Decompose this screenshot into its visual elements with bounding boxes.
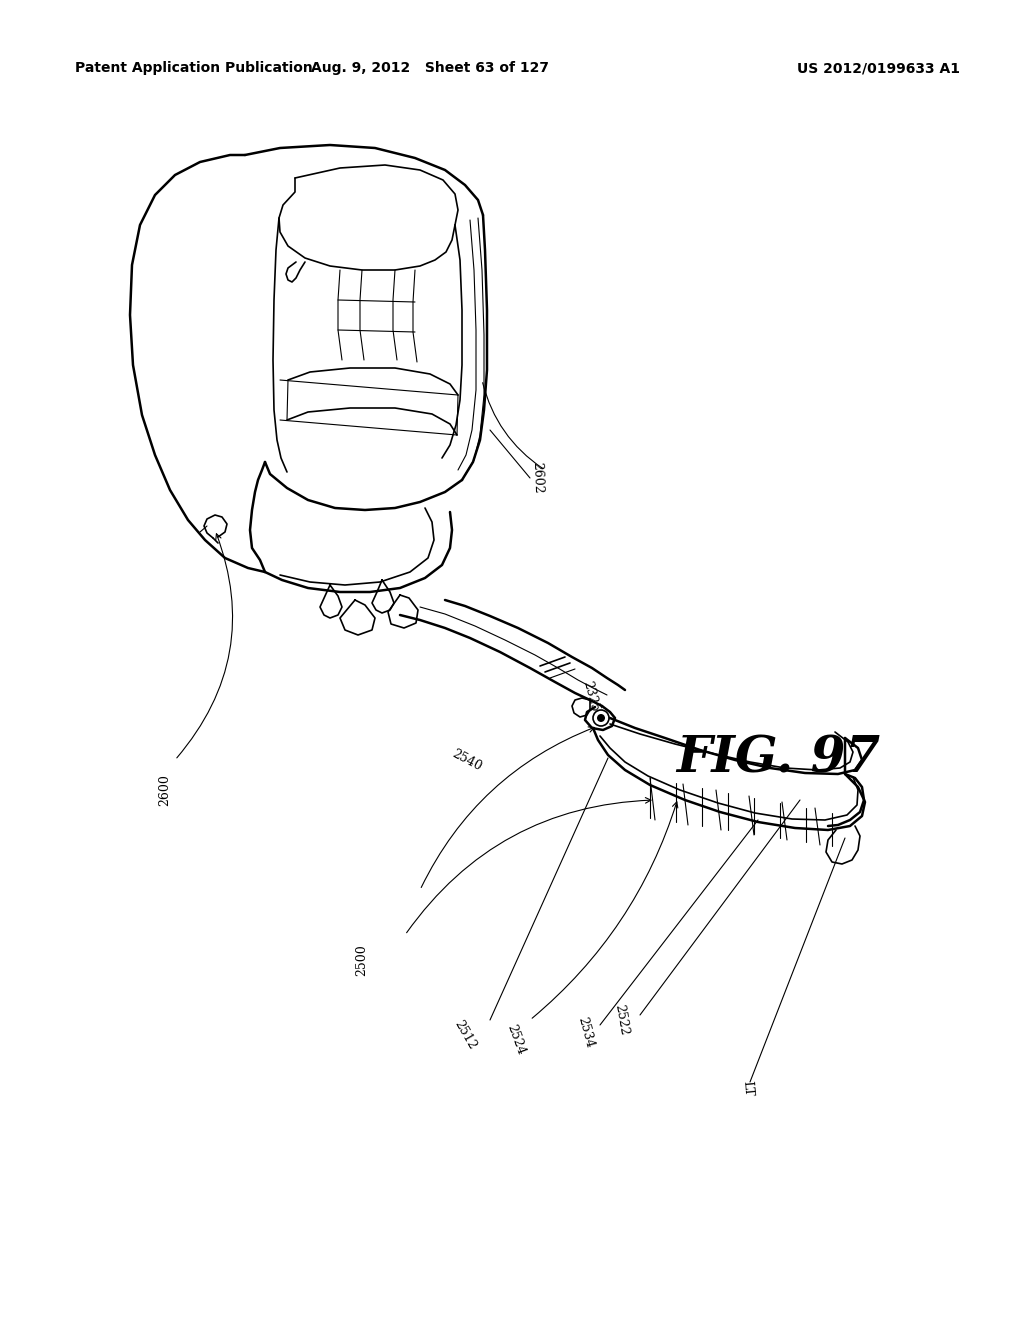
- Text: 2534: 2534: [575, 1015, 596, 1049]
- Text: 2325: 2325: [580, 678, 601, 713]
- Text: 2512: 2512: [452, 1018, 479, 1052]
- Text: Aug. 9, 2012   Sheet 63 of 127: Aug. 9, 2012 Sheet 63 of 127: [311, 61, 549, 75]
- Circle shape: [597, 714, 605, 722]
- Text: 2602: 2602: [530, 462, 544, 494]
- Text: LT: LT: [740, 1080, 755, 1097]
- Text: US 2012/0199633 A1: US 2012/0199633 A1: [797, 61, 961, 75]
- Text: 2600: 2600: [158, 774, 171, 807]
- Text: 2522: 2522: [612, 1003, 631, 1036]
- Text: 2500: 2500: [355, 944, 368, 975]
- Text: FIG. 97: FIG. 97: [676, 734, 881, 784]
- Text: 2524: 2524: [504, 1023, 527, 1057]
- Text: 2540: 2540: [450, 747, 484, 774]
- Text: Patent Application Publication: Patent Application Publication: [75, 61, 312, 75]
